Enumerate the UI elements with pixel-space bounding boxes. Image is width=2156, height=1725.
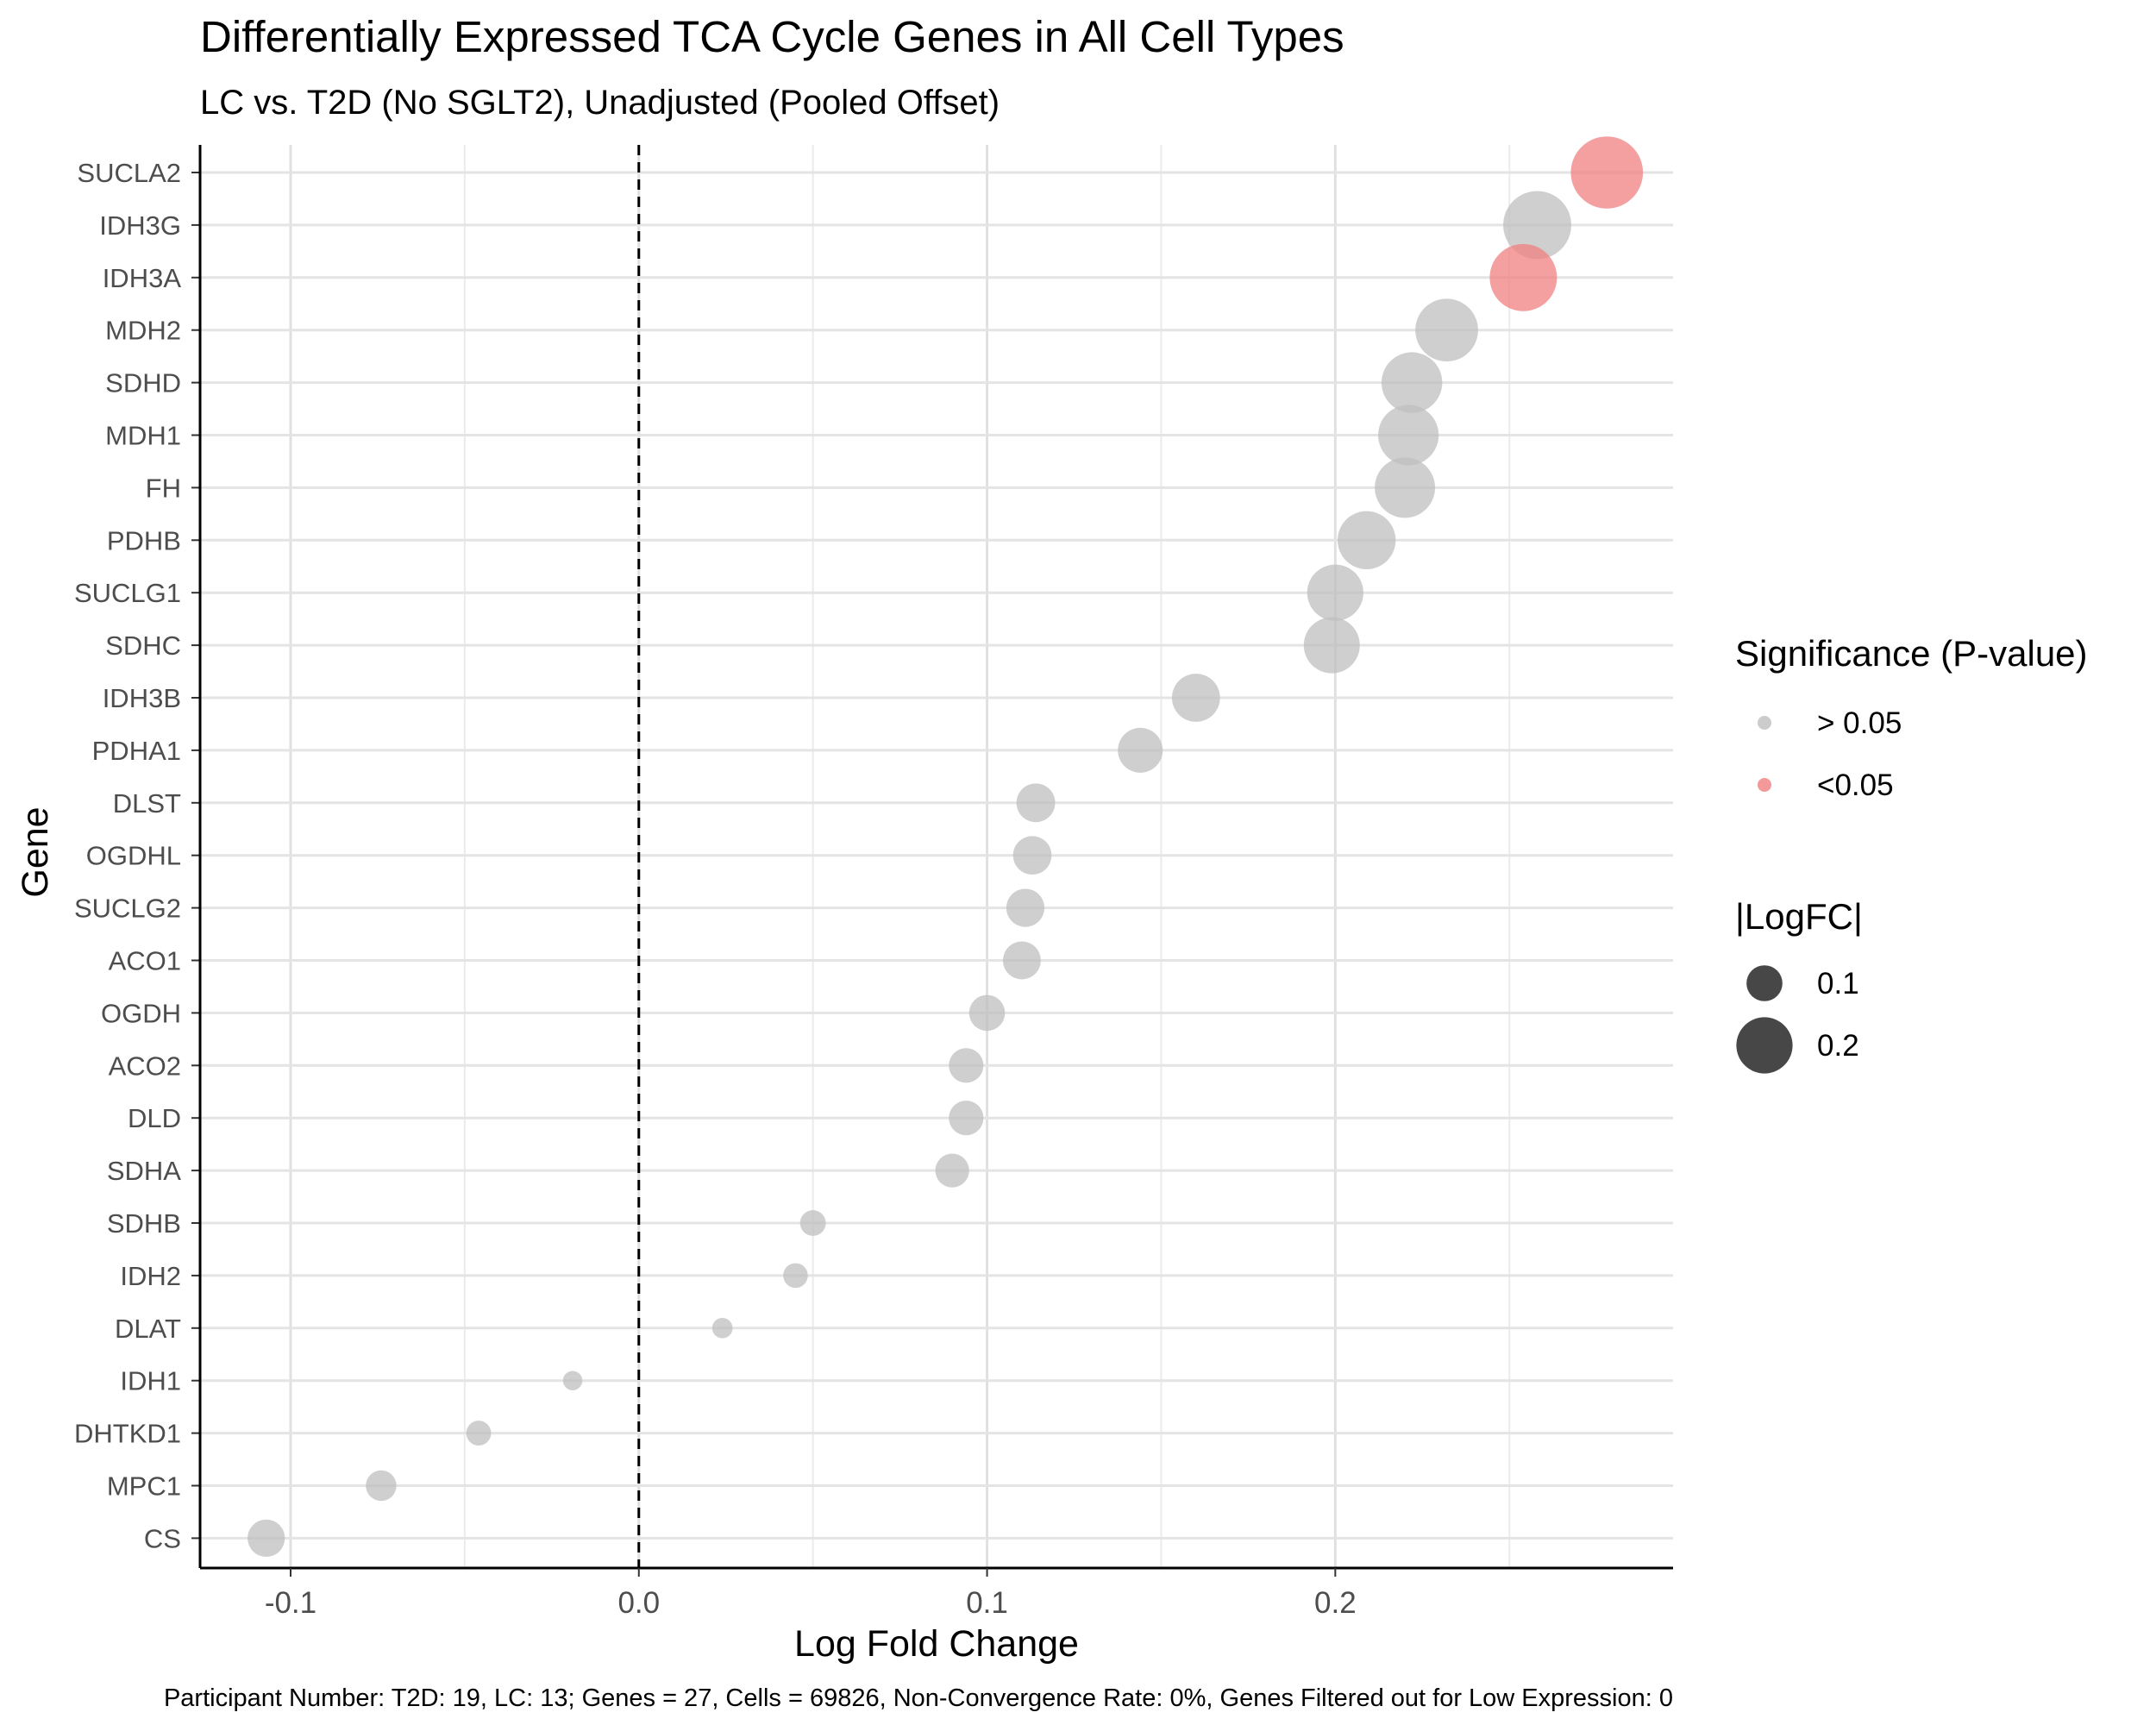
data-point [783,1263,808,1289]
y-tick-label: ACO2 [109,1051,181,1081]
y-tick-label: SDHD [105,368,181,398]
y-tick-label: PDHA1 [92,736,181,766]
data-point [711,1317,733,1339]
data-point [1503,191,1571,260]
data-point [1002,941,1041,980]
data-point [1118,727,1163,773]
data-points [248,136,1644,1558]
size-legend-entries: 0.1 0.2 [1736,965,1859,1074]
legend-label: 0.1 [1817,967,1859,1000]
data-point [366,1470,397,1502]
y-tick-label: OGDHL [86,841,181,871]
color-legend-entries: > 0.05 <0.05 [1758,706,1902,802]
chart-title: Differentially Expressed TCA Cycle Genes… [200,12,1344,61]
data-point [1381,352,1443,413]
legend-key [1736,1017,1793,1074]
y-tick-label: IDH1 [120,1366,181,1396]
color-legend-title: Significance (P-value) [1735,633,2088,674]
data-point [968,994,1006,1032]
data-point [1012,836,1052,875]
data-point [1375,457,1436,518]
y-tick-label: FH [146,473,181,503]
y-tick-label: IDH2 [120,1261,181,1291]
legend-key [1758,778,1771,792]
data-point [1570,136,1644,209]
y-tick-label: DLD [128,1103,181,1133]
axes: SUCLA2 IDH3G IDH3A MDH2 SDHD MDH1 FH PDHB SUCLG1… [74,145,1673,1620]
data-point [949,1048,984,1083]
y-tick-label: SUCLG2 [74,894,181,924]
y-tick-label: DLST [113,788,181,819]
x-tick-label: 0.1 [966,1586,1008,1620]
y-tick-label: DLAT [115,1314,181,1344]
y-tick-label: CS [144,1523,181,1553]
x-tick-label: -0.1 [265,1586,317,1620]
data-point [1016,783,1056,823]
size-legend-title: |LogFC| [1735,896,1863,937]
data-point [1307,564,1363,621]
data-point [248,1519,285,1558]
x-axis-title: Log Fold Change [794,1623,1079,1665]
data-point [935,1153,969,1188]
data-point [1489,243,1557,311]
y-tick-label: MDH1 [105,421,181,451]
y-tick-label: SDHC [105,630,181,661]
y-tick-label: OGDH [101,998,181,1028]
y-tick-label: IDH3B [103,683,181,713]
legend-label: > 0.05 [1817,706,1902,740]
data-point [1415,298,1478,362]
legend-label: <0.05 [1817,768,1894,802]
data-point [1378,405,1439,466]
y-tick-label: DHTKD1 [74,1419,181,1449]
y-tick-label: SUCLG1 [74,578,181,608]
y-tick-label: ACO1 [109,946,181,976]
legend-label: 0.2 [1817,1029,1859,1063]
data-point [1171,674,1220,722]
data-point [466,1421,492,1446]
chart-subtitle: LC vs. T2D (No SGLT2), Unadjusted (Poole… [200,84,1000,122]
data-point [799,1210,826,1236]
data-point [949,1101,984,1136]
y-tick-label: IDH3G [99,210,181,241]
y-tick-label: IDH3A [103,263,182,293]
legend-key [1746,965,1783,1001]
chart-caption: Participant Number: T2D: 19, LC: 13; Gen… [164,1684,1673,1712]
legend: Significance (P-value) > 0.05 <0.05 |LogF… [1735,633,2088,1074]
y-axis-title: Gene [15,806,56,897]
y-tick-label: MDH2 [105,316,181,346]
data-point [1303,617,1360,674]
legend-key [1758,716,1771,730]
y-tick-label: SUCLA2 [77,158,181,188]
x-tick-label: 0.2 [1314,1586,1357,1620]
data-point [1006,888,1045,927]
y-tick-label: PDHB [107,525,181,555]
y-tick-label: SDHB [107,1208,181,1239]
data-point [1338,511,1396,569]
y-tick-label: MPC1 [107,1471,181,1502]
y-tick-label: SDHA [107,1156,181,1186]
x-tick-label: 0.0 [617,1586,660,1620]
data-point [562,1371,583,1390]
